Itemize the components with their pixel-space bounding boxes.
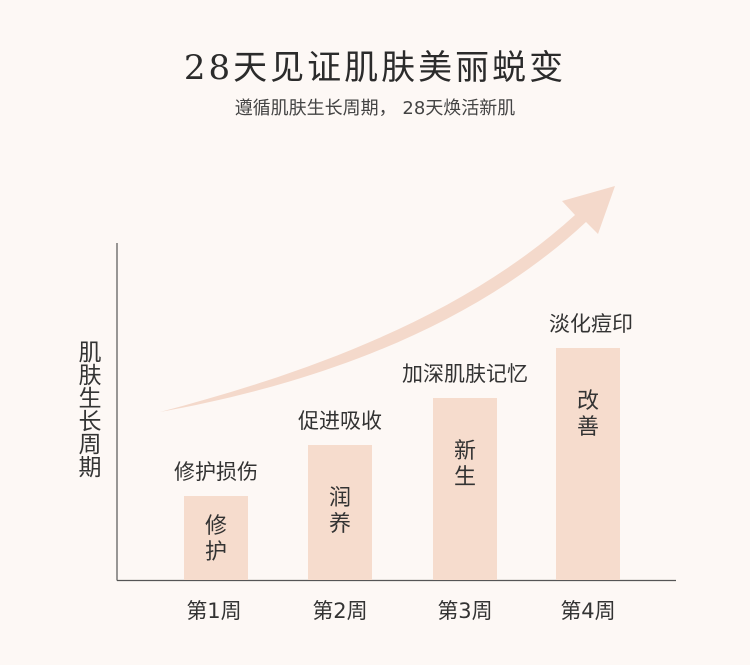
- page-title: 28天见证肌肤美丽蜕变: [183, 48, 567, 88]
- bar-label-3-char-1: 新: [454, 439, 476, 464]
- bar-label-2-char-1: 润: [329, 486, 351, 511]
- trend-arrow: [160, 186, 615, 412]
- x-tick-label-4: 第4周: [560, 599, 615, 623]
- bar-1: [184, 496, 248, 580]
- y-axis-label: 肌肤生长周期: [74, 340, 100, 478]
- x-tick-label-2: 第2周: [312, 599, 367, 623]
- bar-2: [308, 445, 372, 580]
- bar-label-1-char-2: 护: [205, 540, 227, 565]
- x-tick-label-1: 第1周: [186, 599, 241, 623]
- bar-label-2-char-2: 养: [329, 512, 351, 537]
- bar-label-4-char-1: 改: [577, 389, 599, 414]
- bar-annotation-2: 促进吸收: [298, 409, 382, 433]
- bar-annotation-3: 加深肌肤记忆: [402, 362, 528, 386]
- bar-annotation-4: 淡化痘印: [549, 312, 633, 336]
- bar-annotation-1: 修护损伤: [174, 460, 258, 484]
- bar-label-4-char-2: 善: [577, 415, 599, 440]
- x-tick-label-3: 第3周: [437, 599, 492, 623]
- bar-4: [556, 348, 620, 580]
- bar-label-3-char-2: 生: [454, 465, 476, 490]
- page-subtitle: 遵循肌肤生长周期， 28天焕活新肌: [234, 98, 516, 119]
- bar-label-1-char-1: 修: [205, 514, 227, 539]
- bar-3: [433, 398, 497, 580]
